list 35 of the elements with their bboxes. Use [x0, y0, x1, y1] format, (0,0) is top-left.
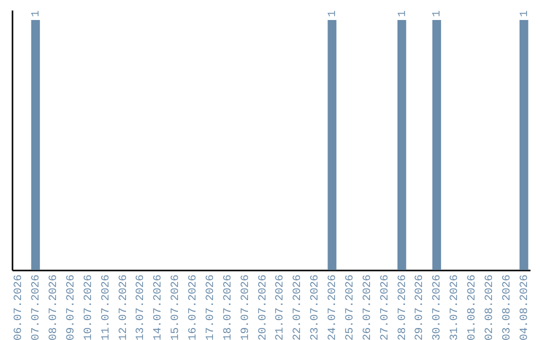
x-tick-label: 09.07.2026: [65, 274, 78, 340]
x-tick-label: 19.07.2026: [240, 274, 252, 340]
x-tick-label: 25.07.2026: [344, 274, 356, 340]
data-label: 1: [396, 10, 409, 17]
x-tick-label: 03.08.2026: [501, 274, 514, 340]
x-tick-label: 24.07.2026: [327, 274, 340, 340]
x-tick-label: 26.07.2026: [362, 274, 374, 340]
x-tick-label: 02.08.2026: [484, 274, 496, 340]
data-label: 1: [327, 10, 340, 17]
x-tick-label: 28.07.2026: [396, 274, 409, 340]
x-tick-label: 10.07.2026: [82, 274, 95, 340]
x-tick-label: 20.07.2026: [257, 274, 270, 340]
x-tick-label: 06.07.2026: [13, 274, 26, 340]
x-tick-label: 30.07.2026: [432, 274, 444, 340]
data-label: 1: [432, 10, 444, 17]
x-tick-label: 29.07.2026: [414, 274, 426, 340]
x-tick-label: 22.07.2026: [292, 274, 304, 340]
x-tick-label: 16.07.2026: [188, 274, 200, 340]
x-tick-label: 21.07.2026: [274, 274, 287, 340]
x-tick-label: 18.07.2026: [222, 274, 234, 340]
x-tick-label: 12.07.2026: [118, 274, 130, 340]
x-tick-label: 04.08.2026: [518, 274, 531, 340]
x-tick-label: 07.07.2026: [30, 274, 43, 340]
data-label: 1: [30, 10, 43, 17]
x-tick-label: 31.07.2026: [449, 274, 462, 340]
x-tick-label: 23.07.2026: [310, 274, 322, 340]
data-label: 1: [518, 10, 531, 17]
x-tick-label: 27.07.2026: [379, 274, 392, 340]
x-tick-label: 11.07.2026: [100, 274, 112, 340]
x-tick-label: 01.08.2026: [466, 274, 479, 340]
x-tick-label: 14.07.2026: [152, 274, 165, 340]
x-tick-label: 08.07.2026: [48, 274, 60, 340]
x-tick-label: 15.07.2026: [170, 274, 182, 340]
x-tick-label: 17.07.2026: [204, 274, 217, 340]
x-tick-label: 13.07.2026: [135, 274, 148, 340]
